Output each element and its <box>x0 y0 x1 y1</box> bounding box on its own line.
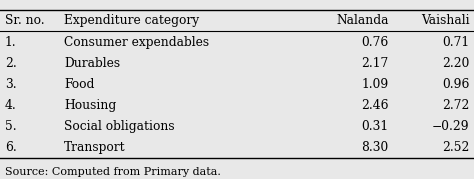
Text: Source: Computed from Primary data.: Source: Computed from Primary data. <box>5 167 220 177</box>
Text: 5.: 5. <box>5 120 17 133</box>
Text: 2.52: 2.52 <box>442 141 469 154</box>
Text: 6.: 6. <box>5 141 17 154</box>
Text: Housing: Housing <box>64 99 116 112</box>
Text: 4.: 4. <box>5 99 17 112</box>
Text: −0.29: −0.29 <box>432 120 469 133</box>
Text: Social obligations: Social obligations <box>64 120 174 133</box>
Text: Expenditure category: Expenditure category <box>64 14 199 27</box>
Text: 2.46: 2.46 <box>361 99 389 112</box>
Text: 0.31: 0.31 <box>362 120 389 133</box>
Text: 1.09: 1.09 <box>362 78 389 91</box>
Text: Vaishali: Vaishali <box>420 14 469 27</box>
Text: Sr. no.: Sr. no. <box>5 14 45 27</box>
Text: Nalanda: Nalanda <box>336 14 389 27</box>
Text: 2.72: 2.72 <box>442 99 469 112</box>
Text: 3.: 3. <box>5 78 17 91</box>
Text: Durables: Durables <box>64 57 120 70</box>
Text: 2.: 2. <box>5 57 17 70</box>
Text: 0.76: 0.76 <box>362 36 389 49</box>
Text: 2.17: 2.17 <box>362 57 389 70</box>
Text: Food: Food <box>64 78 94 91</box>
Text: 0.96: 0.96 <box>442 78 469 91</box>
Text: 8.30: 8.30 <box>362 141 389 154</box>
Text: 2.20: 2.20 <box>442 57 469 70</box>
Text: Transport: Transport <box>64 141 126 154</box>
Text: 0.71: 0.71 <box>442 36 469 49</box>
Text: 1.: 1. <box>5 36 17 49</box>
Text: Consumer expendables: Consumer expendables <box>64 36 209 49</box>
